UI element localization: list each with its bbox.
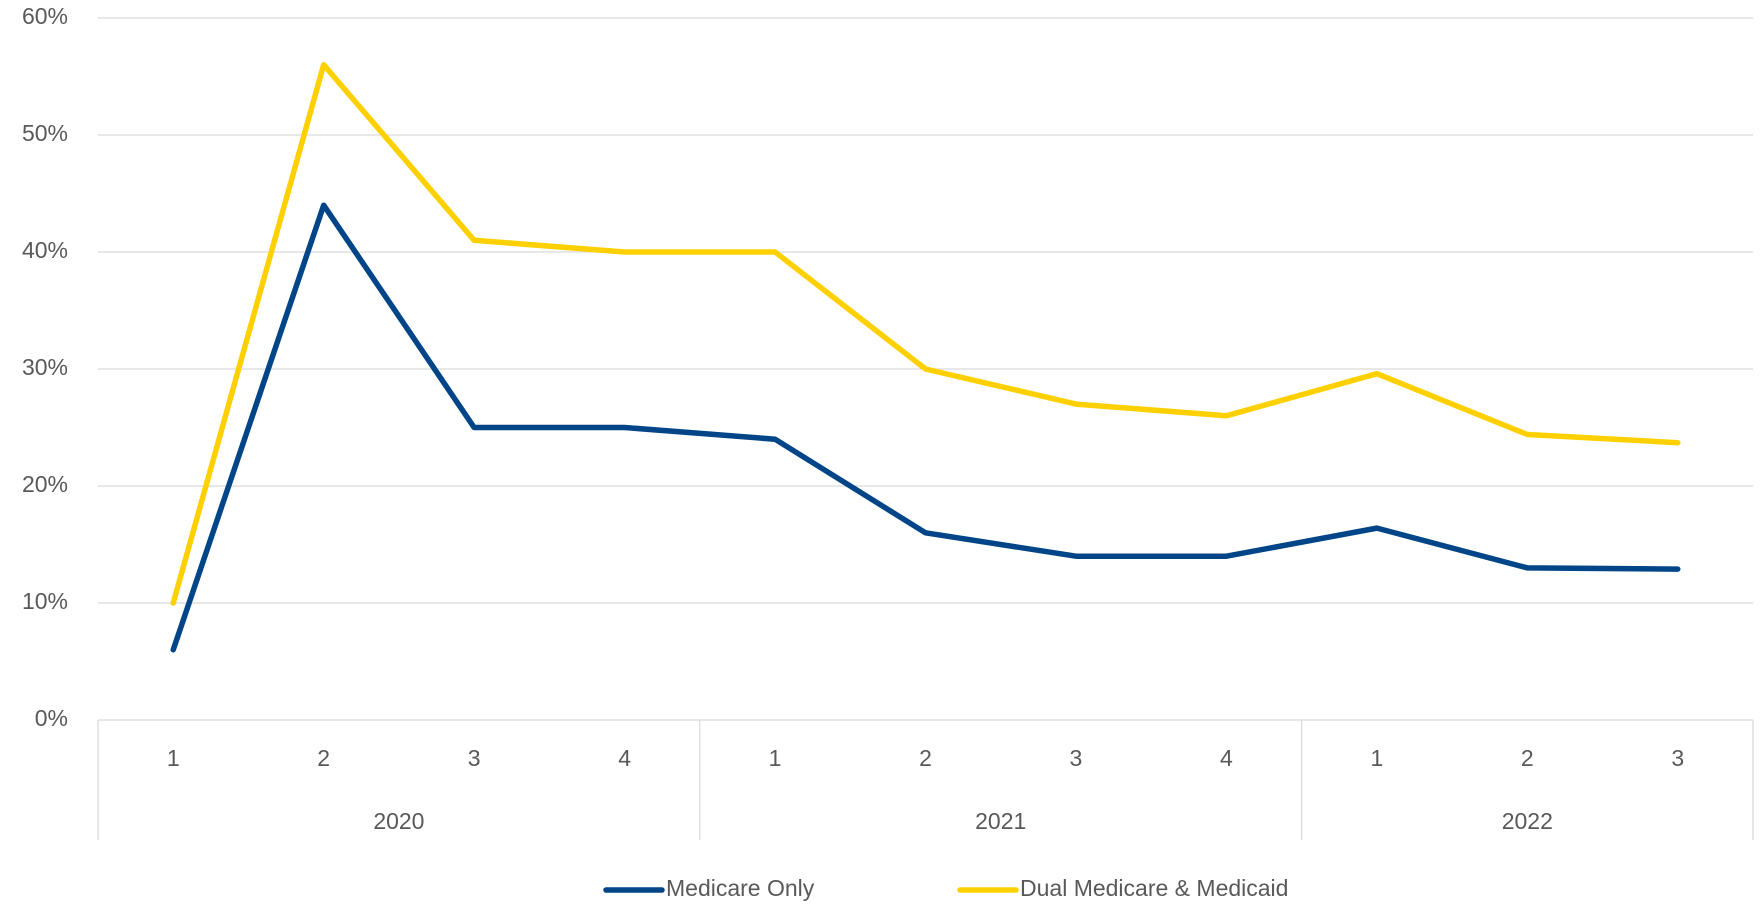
x-tick-label: 1	[167, 745, 180, 771]
legend-label: Medicare Only	[666, 875, 815, 901]
x-tick-label: 4	[1220, 745, 1233, 771]
legend-label: Dual Medicare & Medicaid	[1020, 875, 1288, 901]
x-tick-label: 1	[769, 745, 782, 771]
y-tick-label: 0%	[35, 705, 68, 731]
x-tick-label: 1	[1370, 745, 1383, 771]
y-tick-label: 10%	[22, 588, 68, 614]
x-tick-label: 2	[317, 745, 330, 771]
series-line	[170, 202, 1681, 653]
x-tick-label: 4	[618, 745, 631, 771]
x-group-label: 2020	[373, 808, 424, 834]
x-tick-label: 3	[1671, 745, 1684, 771]
x-tick-label: 3	[1070, 745, 1083, 771]
x-group-label: 2022	[1502, 808, 1553, 834]
y-tick-label: 30%	[22, 354, 68, 380]
series-line	[170, 62, 1681, 606]
x-tick-label: 3	[468, 745, 481, 771]
y-tick-label: 60%	[22, 3, 68, 29]
x-tick-label: 2	[1521, 745, 1534, 771]
x-group-label: 2021	[975, 808, 1026, 834]
y-tick-label: 20%	[22, 471, 68, 497]
x-tick-label: 2	[919, 745, 932, 771]
y-tick-label: 50%	[22, 120, 68, 146]
y-tick-label: 40%	[22, 237, 68, 263]
